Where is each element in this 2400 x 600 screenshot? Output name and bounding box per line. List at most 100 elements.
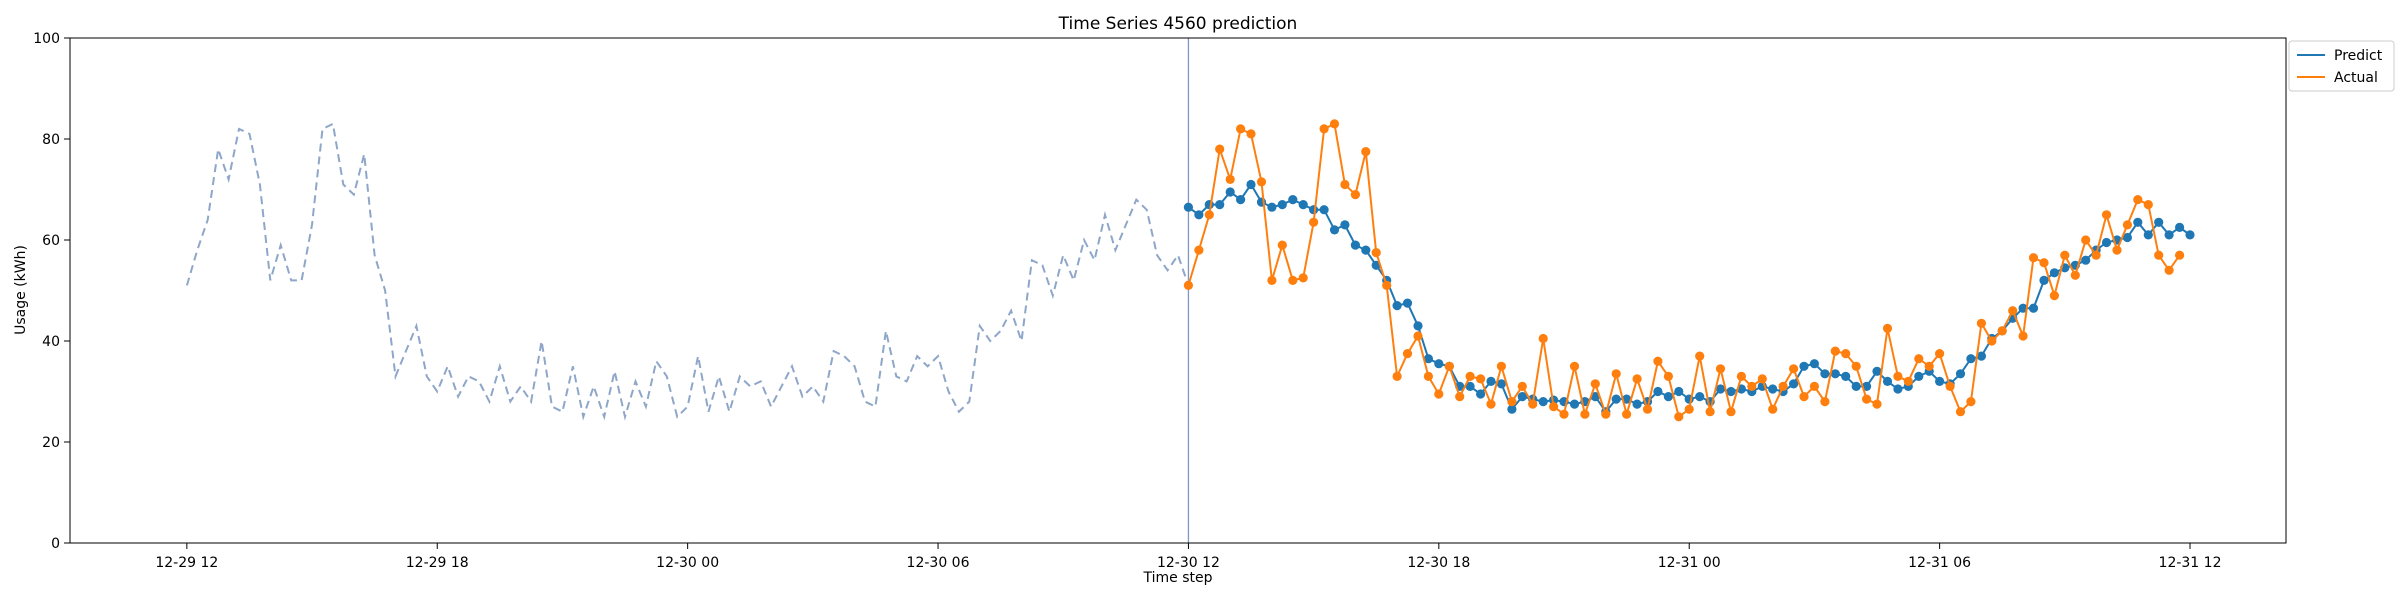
actual-point (1997, 326, 2007, 336)
actual-point (2143, 200, 2153, 210)
plot-area (70, 38, 2286, 543)
predict-point (1663, 392, 1673, 402)
y-tick-label: 20 (42, 435, 60, 451)
x-tick-label: 12-29 12 (155, 555, 218, 571)
predict-point (2028, 303, 2039, 313)
actual-point (1528, 399, 1538, 409)
predict-point (2039, 275, 2049, 285)
actual-point (2122, 220, 2132, 230)
y-tick-label: 100 (33, 31, 60, 47)
actual-point (1768, 404, 1778, 414)
actual-point (2018, 331, 2028, 341)
actual-point (2091, 250, 2101, 260)
predict-point (1267, 202, 1277, 212)
actual-point (1309, 217, 1319, 227)
x-axis-label: Time step (1143, 570, 1213, 586)
actual-point (2070, 270, 2080, 280)
legend-label-actual: Actual (2334, 70, 2378, 86)
predict-point (1976, 351, 1986, 361)
legend-box (2288, 40, 2395, 92)
actual-point (1256, 177, 1267, 187)
predict-point (1569, 399, 1580, 409)
predict-point (1851, 381, 1861, 391)
actual-point (1476, 374, 1486, 384)
predict-point (1935, 376, 1945, 386)
y-tick-label: 40 (42, 334, 60, 350)
actual-point (1955, 407, 1966, 417)
actual-point (1601, 409, 1611, 419)
actual-point (1507, 397, 1517, 407)
predict-point (2185, 230, 2195, 240)
actual-point (1194, 245, 1204, 255)
predict-point (1653, 386, 1663, 397)
predict-point (1277, 200, 1287, 210)
predict-point (1726, 386, 1736, 397)
predict-point (2175, 222, 2185, 232)
predict-point (1517, 392, 1527, 402)
actual-point (1924, 361, 1934, 371)
y-tick-label: 80 (42, 132, 60, 148)
x-tick-label: 12-31 12 (2159, 555, 2222, 571)
actual-point (1632, 374, 1642, 384)
predict-point (1715, 384, 1726, 394)
actual-point (2175, 250, 2185, 260)
predict-point (1434, 359, 1444, 369)
actual-point (1423, 371, 1433, 381)
predict-point (1423, 354, 1433, 364)
actual-point (1705, 407, 1715, 417)
predict-point (1830, 369, 1840, 379)
actual-point (2101, 210, 2112, 220)
predict-point (1309, 205, 1319, 215)
predict-point (1538, 397, 1548, 407)
predict-point (1486, 376, 1496, 386)
history-series (185, 122, 1190, 421)
predict-point (1507, 404, 1517, 414)
y-axis-ticks: 0 20 40 60 80 100 (33, 31, 70, 552)
predict-point (1695, 392, 1705, 402)
actual-point (1862, 394, 1872, 404)
predict-point (1893, 384, 1903, 394)
actual-point (2039, 258, 2049, 268)
actual-point (1674, 412, 1684, 422)
legend: Predict Actual (2288, 40, 2395, 92)
actual-point (2112, 245, 2122, 255)
predict-point (2154, 217, 2164, 227)
x-tick-label: 12-31 00 (1658, 555, 1721, 571)
x-tick-label: 12-30 06 (907, 555, 970, 571)
predict-point (2164, 230, 2174, 240)
x-tick-label: 12-31 06 (1908, 555, 1971, 571)
predict-point (1872, 366, 1882, 376)
actual-point (1622, 409, 1632, 419)
y-tick-label: 0 (51, 536, 60, 552)
predict-point (1183, 202, 1193, 212)
actual-point (1288, 275, 1298, 285)
predict-point (1340, 220, 1350, 230)
actual-point (1757, 374, 1767, 384)
actual-point (1350, 190, 1360, 200)
actual-point (2154, 250, 2164, 260)
predict-point (1789, 379, 1799, 389)
actual-point (1966, 397, 1976, 407)
actual-point (1820, 397, 1830, 407)
predict-point (1204, 200, 1214, 210)
actual-point (1841, 349, 1851, 359)
predict-point (1476, 389, 1486, 399)
predict-point (1674, 386, 1684, 397)
actual-point (1809, 381, 1819, 391)
x-tick-label: 12-30 18 (1407, 555, 1470, 571)
predict-point (1319, 205, 1329, 215)
predict-point (1298, 200, 1308, 210)
actual-point (1642, 404, 1653, 414)
predict-point (1496, 379, 1506, 389)
predict-point (1611, 394, 1621, 404)
predict-point (1246, 179, 1256, 190)
actual-point (1559, 409, 1569, 419)
actual-point (1329, 119, 1340, 129)
predict-point (1350, 240, 1360, 250)
predict-point (1841, 371, 1851, 381)
actual-point (1903, 376, 1913, 386)
actual-point (1569, 361, 1580, 371)
predict-point (1361, 245, 1371, 255)
actual-series (1183, 119, 2185, 422)
